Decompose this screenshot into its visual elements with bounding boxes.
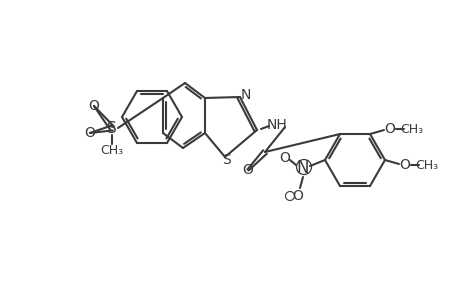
Text: O: O xyxy=(292,189,303,203)
Text: O: O xyxy=(84,126,95,140)
Text: CH₃: CH₃ xyxy=(100,143,123,157)
Text: O: O xyxy=(399,158,409,172)
Text: S: S xyxy=(107,121,117,136)
Text: O: O xyxy=(384,122,395,136)
Text: N: N xyxy=(296,159,308,177)
Text: NH: NH xyxy=(266,118,287,132)
Text: O: O xyxy=(89,99,99,113)
Text: CH₃: CH₃ xyxy=(414,158,437,172)
Text: N: N xyxy=(241,88,251,102)
Text: CH₃: CH₃ xyxy=(400,122,423,136)
Text: S: S xyxy=(222,153,231,167)
Text: O: O xyxy=(279,151,290,165)
Text: O: O xyxy=(242,163,253,177)
